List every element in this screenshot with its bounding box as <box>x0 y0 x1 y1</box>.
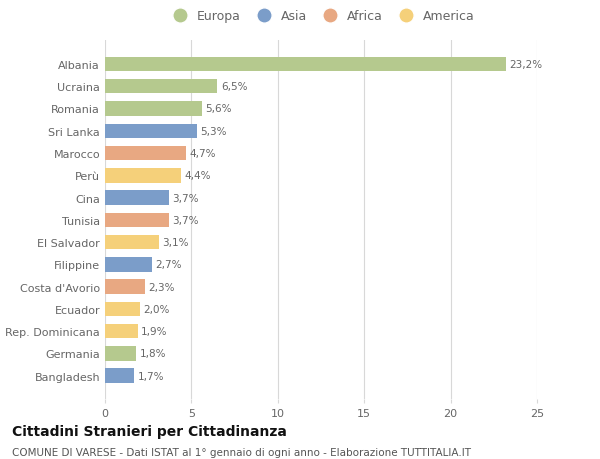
Bar <box>105 80 217 94</box>
Text: 6,5%: 6,5% <box>221 82 247 92</box>
Bar <box>105 324 138 339</box>
Text: 4,4%: 4,4% <box>184 171 211 181</box>
Text: 5,3%: 5,3% <box>200 127 227 136</box>
Bar <box>105 347 136 361</box>
Bar <box>105 57 506 72</box>
Text: 3,1%: 3,1% <box>162 238 188 247</box>
Text: 3,7%: 3,7% <box>172 193 199 203</box>
Text: 2,0%: 2,0% <box>143 304 169 314</box>
Bar <box>105 280 145 294</box>
Text: 2,7%: 2,7% <box>155 260 182 270</box>
Text: 2,3%: 2,3% <box>148 282 175 292</box>
Text: COMUNE DI VARESE - Dati ISTAT al 1° gennaio di ogni anno - Elaborazione TUTTITAL: COMUNE DI VARESE - Dati ISTAT al 1° genn… <box>12 448 471 458</box>
Bar <box>105 235 158 250</box>
Text: 1,9%: 1,9% <box>141 326 168 336</box>
Bar <box>105 302 140 316</box>
Text: 3,7%: 3,7% <box>172 215 199 225</box>
Bar <box>105 257 152 272</box>
Text: 5,6%: 5,6% <box>205 104 232 114</box>
Bar <box>105 168 181 183</box>
Bar <box>105 213 169 228</box>
Bar <box>105 102 202 117</box>
Legend: Europa, Asia, Africa, America: Europa, Asia, Africa, America <box>162 5 480 28</box>
Text: 1,8%: 1,8% <box>140 349 166 358</box>
Text: Cittadini Stranieri per Cittadinanza: Cittadini Stranieri per Cittadinanza <box>12 425 287 438</box>
Bar <box>105 124 197 139</box>
Bar <box>105 369 134 383</box>
Bar <box>105 146 186 161</box>
Text: 4,7%: 4,7% <box>190 149 216 159</box>
Text: 1,7%: 1,7% <box>138 371 164 381</box>
Bar <box>105 191 169 205</box>
Text: 23,2%: 23,2% <box>509 60 542 70</box>
